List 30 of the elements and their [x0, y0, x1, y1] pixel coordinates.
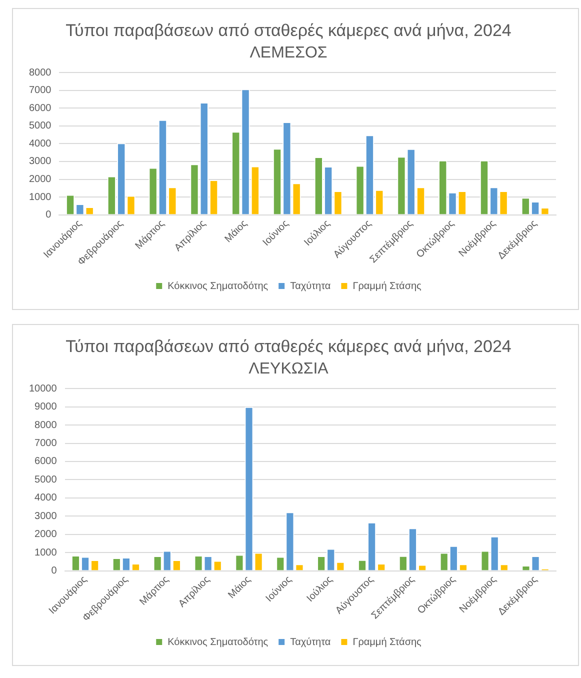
y-tick-label: 2000	[28, 174, 52, 186]
y-tick-label: 6000	[28, 102, 52, 114]
y-tick-label: 0	[46, 210, 52, 221]
y-tick-label: 2000	[34, 529, 58, 540]
y-tick-label: 10000	[28, 383, 58, 394]
legend-label: Γραμμή Στάσης	[352, 636, 422, 648]
y-tick-label: 4000	[34, 492, 58, 504]
chart-subtitle: ΛΕΥΚΩΣΙΑ	[248, 360, 329, 378]
y-tick-label: 0	[51, 566, 58, 577]
chart-subtitle: ΛΕΜΕΣΟΣ	[250, 44, 328, 62]
y-tick-label: 3000	[34, 510, 58, 522]
y-tick-label: 3000	[28, 156, 52, 168]
y-tick-label: 4000	[28, 138, 52, 150]
chart-title: Τύποι παραβάσεων από σταθερές κάμερες ανά μήνα, 2024	[66, 20, 512, 40]
y-tick-label: 6000	[34, 456, 58, 468]
legend-label: Γραμμή Στάσης	[352, 280, 422, 292]
y-tick-label: 5000	[34, 474, 58, 486]
legend-label: Ταχύτητα	[290, 280, 331, 292]
y-tick-label: 8000	[34, 420, 58, 431]
y-tick-label: 9000	[34, 402, 58, 413]
chart-title: Τύποι παραβάσεων από σταθερές κάμερες ανά μήνα, 2024	[66, 336, 512, 356]
y-tick-label: 1000	[28, 192, 52, 203]
y-tick-label: 5000	[28, 120, 52, 132]
y-tick-label: 1000	[34, 547, 58, 558]
legend-label: Κόκκινος Σηματοδότης	[168, 280, 268, 292]
y-tick-label: 7000	[28, 85, 52, 96]
y-tick-label: 7000	[34, 438, 58, 450]
y-tick-label: 8000	[28, 67, 52, 78]
legend-label: Ταχύτητα	[290, 636, 331, 648]
legend-label: Κόκκινος Σηματοδότης	[168, 636, 268, 648]
